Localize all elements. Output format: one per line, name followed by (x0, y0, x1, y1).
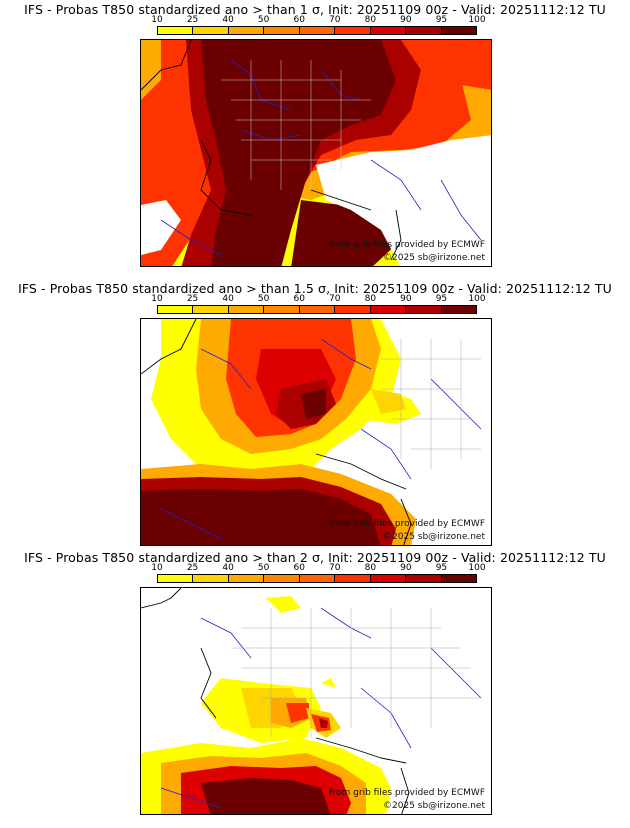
legend-color-swatch (264, 575, 300, 582)
legend-tick-label: 25 (186, 563, 199, 573)
panel-title: IFS - Probas T850 standardized ano > tha… (24, 2, 606, 17)
panel-title: IFS - Probas T850 standardized ano > tha… (24, 550, 606, 565)
probability-map[interactable]: from grib files provided by ECMWF ©2025 … (140, 587, 492, 815)
legend-tick-label: 60 (293, 294, 305, 304)
color-legend: 10 25 40 50 60 70 80 90 95 100 (151, 15, 486, 36)
legend-color-swatch (228, 27, 265, 34)
legend-tick-label: 40 (222, 563, 234, 573)
legend-color-swatch (441, 306, 476, 313)
legend-tick-label: 80 (364, 15, 377, 25)
legend-color-swatch (370, 27, 407, 34)
panel-1: IFS - Probas T850 standardized ano > tha… (0, 3, 630, 273)
legend-tick-label: 90 (400, 294, 412, 304)
legend-bar (157, 26, 477, 35)
legend-tick-label: 80 (364, 294, 377, 304)
probability-map[interactable]: from grib files provided by ECMWF ©2025 … (140, 318, 492, 546)
legend-tick-label: 50 (257, 563, 270, 573)
legend-tick-label: 100 (468, 294, 486, 304)
legend-color-swatch (406, 27, 442, 34)
legend-ticks: 10 25 40 50 60 70 80 90 95 100 (151, 294, 485, 304)
legend-color-swatch (370, 575, 407, 582)
legend-color-swatch (441, 575, 476, 582)
credit-source: from grib files provided by ECMWF (329, 788, 485, 798)
legend-color-swatch (193, 306, 229, 313)
legend-tick-label: 25 (186, 15, 199, 25)
legend-color-swatch (193, 27, 229, 34)
legend-color-swatch (406, 575, 442, 582)
legend-color-swatch (264, 306, 300, 313)
map-graphic (141, 319, 491, 545)
map-graphic (141, 588, 491, 814)
credit-copyright: ©2025 sb@irizone.net (383, 532, 485, 542)
legend-tick-label: 60 (293, 15, 305, 25)
legend-color-swatch (158, 306, 194, 313)
legend-tick-label: 40 (222, 294, 234, 304)
legend-tick-label: 50 (257, 15, 270, 25)
panel-2: IFS - Probas T850 standardized ano > tha… (0, 282, 630, 552)
legend-tick-label: 10 (151, 294, 163, 304)
legend-tick-label: 95 (435, 294, 448, 304)
color-legend: 10 25 40 50 60 70 80 90 95 100 (151, 563, 486, 584)
credit-copyright: ©2025 sb@irizone.net (383, 801, 485, 811)
legend-color-swatch (228, 306, 265, 313)
legend-tick-label: 90 (400, 563, 412, 573)
legend-color-swatch (335, 575, 371, 582)
legend-bar (157, 574, 477, 583)
panel-title: IFS - Probas T850 standardized ano > tha… (18, 281, 612, 296)
legend-tick-label: 40 (222, 15, 234, 25)
legend-tick-label: 10 (151, 563, 163, 573)
legend-tick-label: 10 (151, 15, 163, 25)
legend-color-swatch (228, 575, 265, 582)
credit-source: from grib files provided by ECMWF (329, 519, 485, 529)
legend-color-swatch (158, 575, 194, 582)
color-legend: 10 25 40 50 60 70 80 90 95 100 (151, 294, 486, 315)
legend-color-swatch (335, 306, 371, 313)
legend-color-swatch (264, 27, 300, 34)
legend-tick-label: 60 (293, 563, 305, 573)
legend-tick-label: 25 (186, 294, 199, 304)
legend-tick-label: 95 (435, 15, 448, 25)
legend-tick-label: 90 (400, 15, 412, 25)
legend-tick-label: 70 (329, 15, 341, 25)
legend-ticks: 10 25 40 50 60 70 80 90 95 100 (151, 563, 485, 573)
legend-color-swatch (335, 27, 371, 34)
legend-tick-label: 100 (468, 563, 486, 573)
legend-color-swatch (370, 306, 407, 313)
legend-tick-label: 70 (329, 563, 341, 573)
legend-color-swatch (299, 306, 336, 313)
legend-color-swatch (158, 27, 194, 34)
legend-ticks: 10 25 40 50 60 70 80 90 95 100 (151, 15, 485, 25)
legend-tick-label: 80 (364, 563, 377, 573)
legend-tick-label: 95 (435, 563, 448, 573)
legend-color-swatch (299, 27, 336, 34)
map-graphic (141, 40, 491, 266)
legend-tick-label: 50 (257, 294, 270, 304)
legend-tick-label: 70 (329, 294, 341, 304)
panel-3: IFS - Probas T850 standardized ano > tha… (0, 551, 630, 821)
legend-color-swatch (193, 575, 229, 582)
legend-color-swatch (441, 27, 476, 34)
legend-bar (157, 305, 477, 314)
credit-source: from grib files provided by ECMWF (329, 240, 485, 250)
legend-tick-label: 100 (468, 15, 486, 25)
legend-color-swatch (299, 575, 336, 582)
legend-color-swatch (406, 306, 442, 313)
probability-map[interactable]: from grib files provided by ECMWF ©2025 … (140, 39, 492, 267)
credit-copyright: ©2025 sb@irizone.net (383, 253, 485, 263)
